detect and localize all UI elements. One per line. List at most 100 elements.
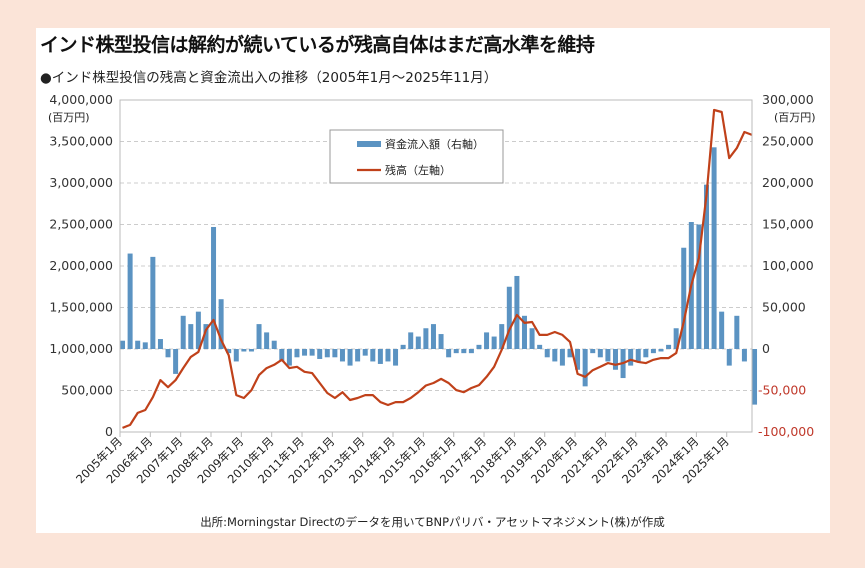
flow-bar [438,334,444,349]
flow-bar [317,349,323,359]
left-tick-label: 1,000,000 [49,341,113,356]
flow-bar [370,349,376,362]
flow-bar [650,349,656,354]
flow-bar [514,275,520,349]
flow-bar [696,224,702,349]
left-axis-unit: (百万円) [48,111,90,124]
right-tick-label: 50,000 [762,300,806,315]
flow-bar [142,342,148,349]
flow-bar [279,349,285,362]
flow-bar [446,349,452,358]
right-tick-label: -100,000 [758,424,814,439]
x-axis-ticks: 2005年1月2006年1月2007年1月2008年1月2009年1月2010年… [73,432,732,486]
flow-bar [461,349,467,354]
left-tick-label: 2,500,000 [49,217,113,232]
flow-bar [453,349,459,354]
flow-bar [681,247,687,349]
left-axis-ticks: 4,000,000 3,500,000 3,000,000 2,500,000 2,00… [49,92,113,439]
flow-bar [605,349,611,362]
flow-bar [590,349,596,354]
flow-bar [188,324,194,349]
flow-bar [355,349,361,362]
legend-label-balance: 残高（左軸） [385,163,451,177]
flow-bar [544,349,550,358]
flow-bar [211,226,217,349]
flow-bar [203,324,209,349]
flow-bar [248,349,254,352]
flow-bar [491,336,497,349]
flow-bar [529,328,535,349]
flow-bar [408,332,414,349]
balance-line [122,108,753,429]
flow-bar [499,324,505,349]
legend: 資金流入額（右軸） 残高（左軸） [329,129,504,184]
flow-bar [597,349,603,358]
flow-bar [271,340,277,349]
legend-label-flow: 資金流入額（右軸） [385,137,484,151]
flow-bar [430,324,436,349]
flow-bar [256,324,262,349]
flow-bar [741,349,747,362]
flow-bar [484,332,490,349]
right-tick-label: 250,000 [762,134,814,149]
flow-bar [385,349,391,362]
flow-bar [264,332,270,349]
flow-bar [135,340,141,349]
flow-bar [332,349,338,358]
flow-bar [673,328,679,349]
gridlines [120,141,752,391]
flow-bar [218,299,224,349]
flow-bar [195,311,201,349]
flow-bar [377,349,383,364]
source-note: 出所:Morningstar Directのデータを用いてBNPパリバ・アセット… [200,515,665,529]
left-tick-label: 3,000,000 [49,175,113,190]
flow-bar [537,344,543,349]
flow-bar [347,349,353,366]
flow-bar [302,349,308,356]
right-axis-ticks: 300,000 250,000 200,000 150,000 100,000 50,00… [758,92,814,439]
flow-bar [582,349,588,387]
flow-bar [726,349,732,366]
flow-bar [241,349,247,352]
right-tick-label: -50,000 [758,383,806,398]
flow-bar [567,349,573,358]
flow-bar [612,349,618,370]
flow-bar [294,349,300,358]
flow-bar [150,256,156,349]
left-tick-label: 500,000 [61,383,113,398]
right-tick-label: 300,000 [762,92,814,107]
left-tick-label: 0 [105,424,113,439]
flow-bar [226,349,232,354]
flow-bar [468,349,474,354]
flow-bar [521,315,527,349]
page-title: インド株型投信は解約が続いているが残高自体はまだ高水準を維持 [40,34,595,56]
flow-bar [157,339,163,349]
flow-bar [309,349,315,356]
flow-bar [734,315,740,349]
left-tick-label: 2,000,000 [49,258,113,273]
flow-bar [666,344,672,349]
flow-bars [120,147,758,405]
flow-bar [575,349,581,370]
left-tick-label: 1,500,000 [49,300,113,315]
flow-bar [233,349,239,362]
legend-swatch-bar [357,141,381,147]
flow-bar [165,349,171,358]
flow-bar [173,349,179,374]
flow-bar [658,349,664,352]
flow-bar [476,344,482,349]
flow-bar [362,349,368,356]
flow-bar [393,349,399,366]
flow-bar [400,344,406,349]
flow-bar [120,340,126,349]
flow-bar [324,349,330,358]
flow-bar [752,349,758,405]
flow-bar [559,349,565,366]
right-tick-label: 100,000 [762,258,814,273]
flow-bar [286,349,292,366]
chart-subtitle: ●インド株型投信の残高と資金流出入の推移（2005年1月～2025年11月） [40,70,498,86]
right-tick-label: 150,000 [762,217,814,232]
flow-bar [628,349,634,366]
right-tick-label: 0 [762,341,770,356]
